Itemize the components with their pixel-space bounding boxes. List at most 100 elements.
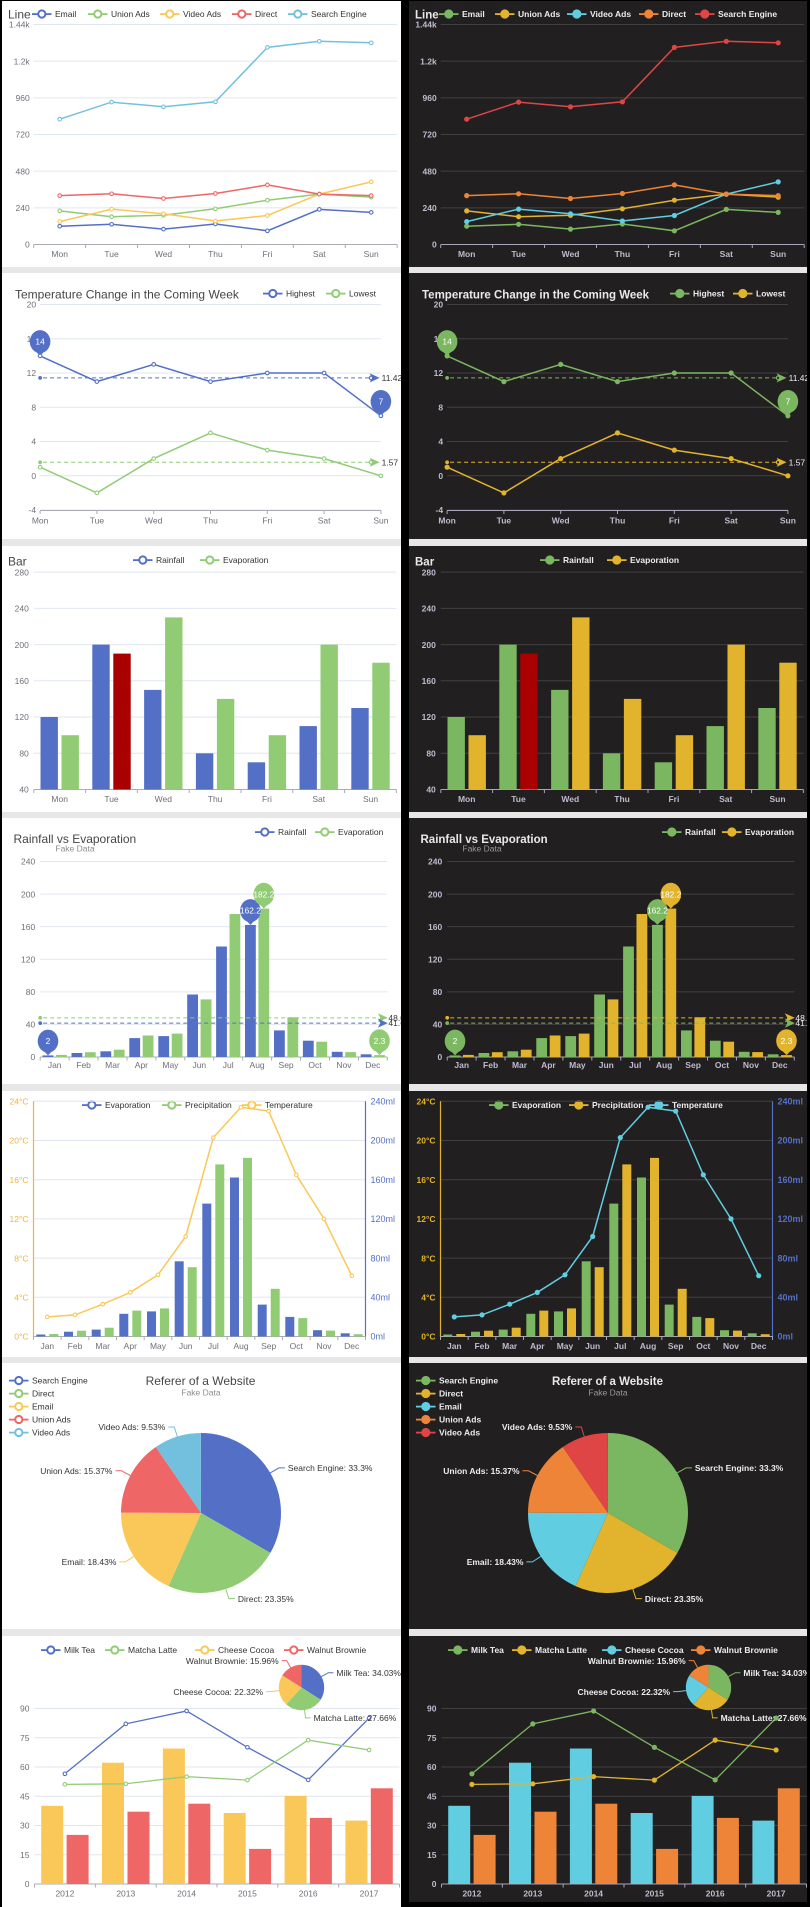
- svg-text:0: 0: [25, 1879, 30, 1889]
- svg-text:15: 15: [427, 1849, 437, 1859]
- svg-text:Video Ads: 9.53%: Video Ads: 9.53%: [502, 1422, 573, 1432]
- svg-text:Sun: Sun: [770, 249, 786, 259]
- svg-text:80: 80: [19, 748, 29, 758]
- svg-text:Mar: Mar: [105, 1060, 120, 1070]
- svg-text:Highest: Highest: [693, 289, 724, 299]
- svg-text:41.63: 41.63: [388, 1018, 401, 1028]
- svg-text:Video Ads: 9.53%: Video Ads: 9.53%: [98, 1422, 165, 1432]
- svg-text:May: May: [162, 1060, 179, 1070]
- svg-text:Walnut Brownie: Walnut Brownie: [714, 1645, 778, 1655]
- svg-text:May: May: [557, 1341, 574, 1351]
- svg-text:182.2: 182.2: [660, 890, 681, 900]
- svg-text:Bar: Bar: [8, 554, 27, 568]
- svg-text:Sat: Sat: [719, 794, 732, 804]
- svg-text:Matcha Latte: 27.66%: Matcha Latte: 27.66%: [721, 1713, 807, 1723]
- svg-text:Matcha Latte: 27.66%: Matcha Latte: 27.66%: [314, 1713, 397, 1723]
- svg-text:Direct: Direct: [32, 1389, 55, 1399]
- svg-text:40: 40: [433, 1020, 443, 1030]
- svg-text:120: 120: [21, 955, 35, 965]
- svg-text:4: 4: [438, 437, 443, 447]
- svg-text:-4: -4: [436, 506, 444, 516]
- svg-text:Oct: Oct: [308, 1060, 322, 1070]
- svg-text:11.42: 11.42: [789, 373, 807, 383]
- svg-text:80: 80: [26, 987, 36, 997]
- svg-text:0: 0: [31, 471, 36, 481]
- svg-text:Temperature Change in the Comi: Temperature Change in the Coming Week: [15, 288, 240, 302]
- svg-text:Tue: Tue: [90, 516, 105, 526]
- svg-text:Temperature: Temperature: [672, 1100, 723, 1110]
- svg-text:Union Ads: Union Ads: [439, 1415, 481, 1425]
- svg-text:Mar: Mar: [512, 1060, 528, 1070]
- svg-text:Rainfall vs Evaporation: Rainfall vs Evaporation: [14, 832, 137, 846]
- svg-text:Oct: Oct: [290, 1341, 304, 1351]
- svg-text:Direct: Direct: [439, 1389, 463, 1399]
- svg-text:200: 200: [428, 890, 442, 900]
- svg-text:Fri: Fri: [669, 249, 680, 259]
- svg-text:90: 90: [427, 1703, 437, 1713]
- svg-text:Aug: Aug: [656, 1060, 673, 1070]
- svg-text:120: 120: [15, 712, 29, 722]
- svg-text:Referer of a Website: Referer of a Website: [552, 1376, 663, 1388]
- svg-text:Apr: Apr: [530, 1341, 545, 1351]
- svg-text:Precipitation: Precipitation: [592, 1100, 643, 1110]
- svg-text:80: 80: [433, 987, 443, 997]
- svg-text:Precipitation: Precipitation: [185, 1100, 232, 1110]
- svg-text:480: 480: [16, 166, 30, 176]
- svg-text:2017: 2017: [360, 1888, 379, 1898]
- svg-text:Milk Tea: 34.03%: Milk Tea: 34.03%: [743, 1667, 807, 1677]
- svg-text:182.2: 182.2: [253, 890, 274, 900]
- svg-text:2014: 2014: [177, 1888, 196, 1898]
- svg-text:4°C: 4°C: [421, 1292, 435, 1302]
- svg-text:Wed: Wed: [145, 516, 163, 526]
- svg-text:Direct: Direct: [255, 9, 278, 19]
- svg-text:8°C: 8°C: [421, 1253, 435, 1263]
- svg-text:20°C: 20°C: [10, 1135, 29, 1145]
- svg-text:Walnut Brownie: 15.96%: Walnut Brownie: 15.96%: [186, 1655, 279, 1665]
- svg-text:2.3: 2.3: [781, 1036, 793, 1046]
- svg-text:Email: Email: [55, 9, 76, 19]
- svg-text:0ml: 0ml: [778, 1331, 794, 1341]
- svg-text:Email: 18.43%: Email: 18.43%: [467, 1557, 524, 1567]
- svg-text:20°C: 20°C: [417, 1135, 436, 1145]
- svg-text:Union Ads: Union Ads: [111, 9, 150, 19]
- svg-text:Cheese Cocoa: 22.32%: Cheese Cocoa: 22.32%: [173, 1686, 263, 1696]
- svg-text:480: 480: [423, 166, 437, 176]
- svg-text:Jun: Jun: [192, 1060, 206, 1070]
- svg-text:Sun: Sun: [363, 794, 378, 804]
- svg-text:Rainfall: Rainfall: [563, 555, 594, 565]
- svg-text:90: 90: [20, 1703, 30, 1713]
- svg-text:Evaporation: Evaporation: [338, 827, 384, 837]
- svg-text:Jun: Jun: [179, 1341, 193, 1351]
- svg-text:Direct: 23.35%: Direct: 23.35%: [645, 1594, 704, 1604]
- svg-text:0: 0: [432, 240, 437, 250]
- svg-text:Fake Data: Fake Data: [55, 844, 94, 854]
- svg-text:0°C: 0°C: [421, 1331, 435, 1341]
- svg-text:160: 160: [428, 922, 442, 932]
- svg-text:Email: 18.43%: Email: 18.43%: [62, 1557, 117, 1567]
- svg-text:Fri: Fri: [668, 794, 679, 804]
- svg-text:4: 4: [31, 437, 36, 447]
- svg-text:Email: Email: [439, 1402, 462, 1412]
- svg-text:Tue: Tue: [511, 249, 526, 259]
- svg-text:Thu: Thu: [208, 249, 223, 259]
- svg-text:Fake Data: Fake Data: [181, 1388, 220, 1398]
- svg-text:160: 160: [15, 676, 29, 686]
- svg-text:Evaporation: Evaporation: [630, 555, 679, 565]
- svg-text:80ml: 80ml: [778, 1253, 799, 1263]
- svg-text:Cheese Cocoa: 22.32%: Cheese Cocoa: 22.32%: [577, 1686, 670, 1696]
- svg-text:Union Ads: 15.37%: Union Ads: 15.37%: [40, 1466, 113, 1476]
- svg-text:200ml: 200ml: [371, 1135, 396, 1145]
- svg-text:200: 200: [15, 640, 29, 650]
- svg-text:41.63: 41.63: [795, 1018, 807, 1028]
- svg-text:Mar: Mar: [502, 1341, 518, 1351]
- svg-text:Cheese Cocoa: Cheese Cocoa: [625, 1645, 684, 1655]
- svg-text:Apr: Apr: [135, 1060, 148, 1070]
- svg-text:2013: 2013: [523, 1888, 542, 1898]
- svg-text:16°C: 16°C: [417, 1175, 436, 1185]
- svg-text:240: 240: [15, 603, 29, 613]
- svg-text:Video Ads: Video Ads: [183, 9, 221, 19]
- svg-text:Sat: Sat: [720, 249, 733, 259]
- svg-text:Fake Data: Fake Data: [588, 1388, 627, 1398]
- svg-text:Nov: Nov: [723, 1341, 739, 1351]
- svg-text:Thu: Thu: [203, 516, 218, 526]
